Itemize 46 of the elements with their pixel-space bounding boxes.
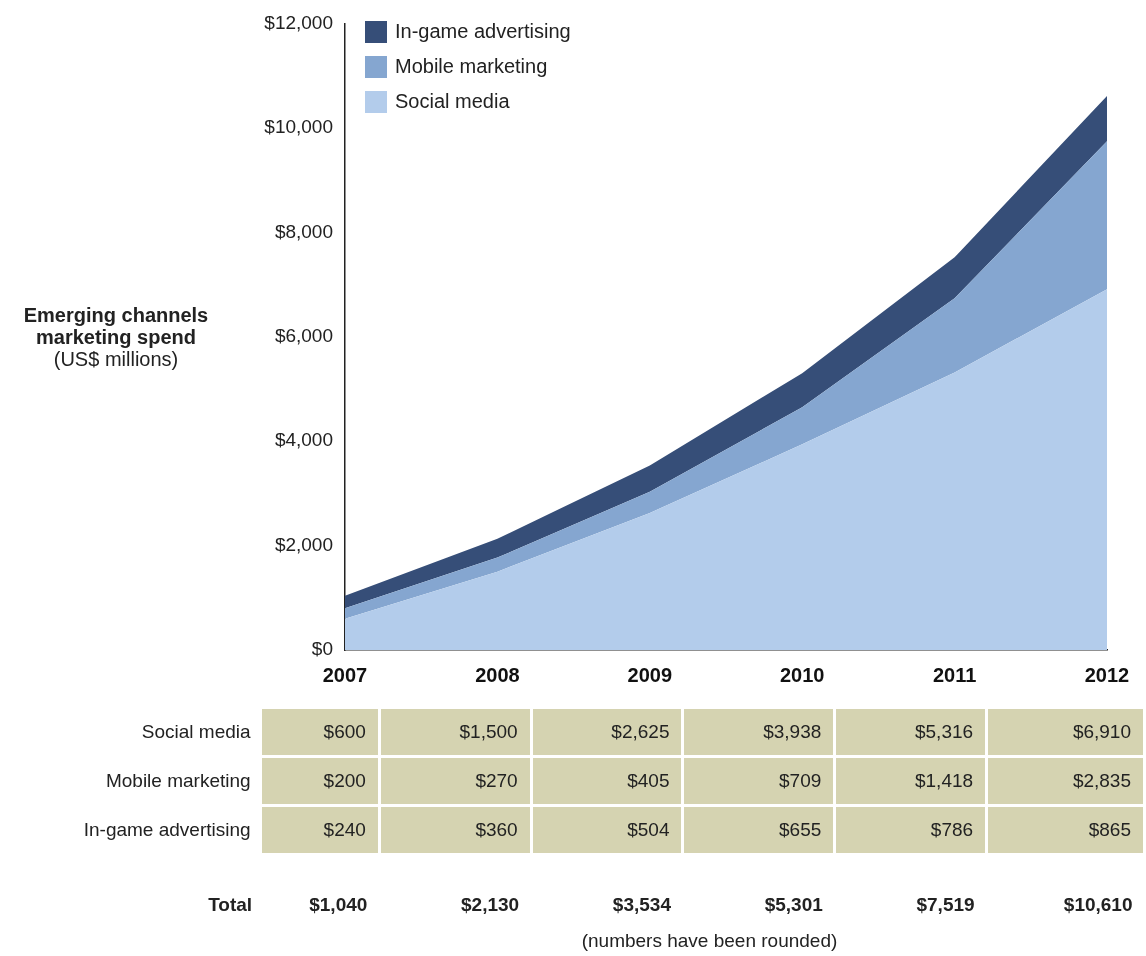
y-axis-title: Emerging channels marketing spend (US$ millions)	[22, 304, 210, 370]
text: Social media	[141, 721, 251, 742]
text: In-game advertising	[83, 819, 251, 840]
data-label: $786	[834, 805, 987, 855]
data-label: $1,418	[834, 756, 987, 806]
text: $1,040	[308, 893, 369, 916]
data-label: $655	[682, 805, 835, 855]
data-label: $2,835	[986, 756, 1145, 806]
data-label: $709	[682, 756, 835, 806]
text: $7,519	[915, 893, 976, 916]
x-tick-label: 2012	[1084, 663, 1130, 686]
data-label: $1,500	[379, 707, 532, 757]
y-tick-label: $2,000	[274, 533, 333, 555]
x-tick-label: 2009	[627, 663, 673, 686]
data-label: $270	[379, 756, 532, 806]
data-label: $3,938	[682, 707, 835, 757]
legend-label: In-game advertising	[395, 20, 571, 43]
y-tick-label: $8,000	[274, 220, 333, 242]
data-label: $865	[986, 805, 1145, 855]
data-label: $200	[260, 756, 380, 806]
x-tick-label: 2007	[322, 663, 368, 686]
data-label: $360	[379, 805, 532, 855]
x-tick-label: 2010	[779, 663, 825, 686]
y-tick-label: $0	[311, 638, 333, 660]
x-tick-label: 2011	[932, 663, 977, 686]
x-tick-label: 2008	[475, 663, 520, 686]
text: $10,610	[1062, 893, 1134, 916]
y-tick-label: $12,000	[264, 11, 333, 33]
text: Total	[207, 893, 254, 916]
data-label: $240	[260, 805, 380, 855]
text: (numbers have been rounded)	[580, 930, 839, 952]
data-label: $405	[531, 756, 683, 806]
y-tick-label: $6,000	[274, 324, 333, 346]
data-label: $600	[260, 707, 380, 757]
text: $3,534	[611, 893, 672, 916]
text: $5,301	[763, 893, 824, 916]
legend-label: Mobile marketing	[395, 55, 548, 78]
y-tick-label: $4,000	[274, 429, 333, 451]
data-label: $5,316	[834, 707, 987, 757]
y-tick-label: $10,000	[264, 116, 333, 138]
data-label: $504	[531, 805, 683, 855]
data-label: $6,910	[986, 707, 1145, 757]
legend-label: Social media	[395, 90, 510, 113]
text: Mobile marketing	[105, 770, 251, 791]
data-label: $2,625	[531, 707, 683, 757]
text: $2,130	[460, 893, 521, 916]
